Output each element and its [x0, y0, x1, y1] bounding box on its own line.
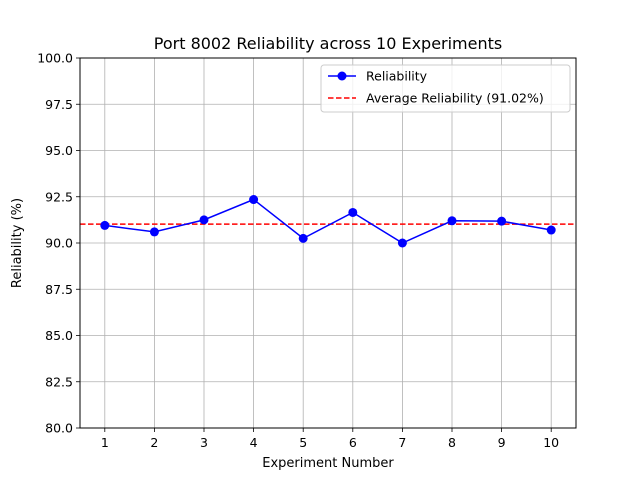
reliability-data-point — [298, 233, 308, 243]
x-axis-label: Experiment Number — [262, 456, 394, 471]
y-tick-label: 87.5 — [45, 282, 73, 297]
chart-title: Port 8002 Reliability across 10 Experime… — [154, 34, 502, 53]
legend-box — [320, 64, 571, 113]
reliability-data-point — [497, 216, 507, 226]
reliability-series-line — [104, 198, 552, 244]
x-tick-label: 9 — [498, 435, 506, 450]
y-tick-label: 85.0 — [45, 328, 73, 343]
y-axis-ticks: 80.0 82.5 85.0 87.5 90.0 92.5 95.0 97.5 100.0 — [37, 51, 80, 436]
reliability-data-point — [397, 238, 407, 248]
x-tick-label: 10 — [543, 435, 559, 450]
legend: Reliability Average Reliability (91.02%) — [320, 64, 571, 113]
y-tick-label: 82.5 — [45, 374, 73, 389]
x-tick-label: 1 — [101, 435, 109, 450]
reliability-data-point — [447, 216, 457, 226]
y-tick-label: 100.0 — [37, 51, 73, 66]
x-tick-label: 7 — [398, 435, 406, 450]
x-tick-label: 4 — [250, 435, 258, 450]
y-tick-label: 92.5 — [45, 189, 73, 204]
reliability-data-point — [149, 227, 159, 237]
y-tick-label: 80.0 — [45, 421, 73, 436]
legend-average-label: Average Reliability (91.02%) — [366, 91, 544, 106]
reliability-data-point — [249, 195, 259, 205]
x-tick-label: 2 — [150, 435, 158, 450]
reliability-data-point — [348, 207, 358, 217]
x-axis-ticks: 1 2 3 4 5 6 7 8 9 10 — [101, 428, 559, 450]
x-tick-label: 3 — [200, 435, 208, 450]
x-tick-label: 6 — [349, 435, 357, 450]
y-axis-label: Reliability (%) — [10, 198, 25, 288]
series — [100, 195, 556, 248]
y-tick-label: 90.0 — [45, 236, 73, 251]
reliability-data-point — [100, 220, 110, 230]
x-tick-label: 8 — [448, 435, 456, 450]
y-tick-label: 95.0 — [45, 143, 73, 158]
y-tick-label: 97.5 — [45, 97, 73, 112]
reliability-data-point — [199, 215, 209, 225]
legend-reliability-marker — [337, 71, 347, 81]
legend-reliability-label: Reliability — [366, 69, 428, 84]
x-tick-label: 5 — [299, 435, 307, 450]
reliability-data-point — [546, 225, 556, 235]
